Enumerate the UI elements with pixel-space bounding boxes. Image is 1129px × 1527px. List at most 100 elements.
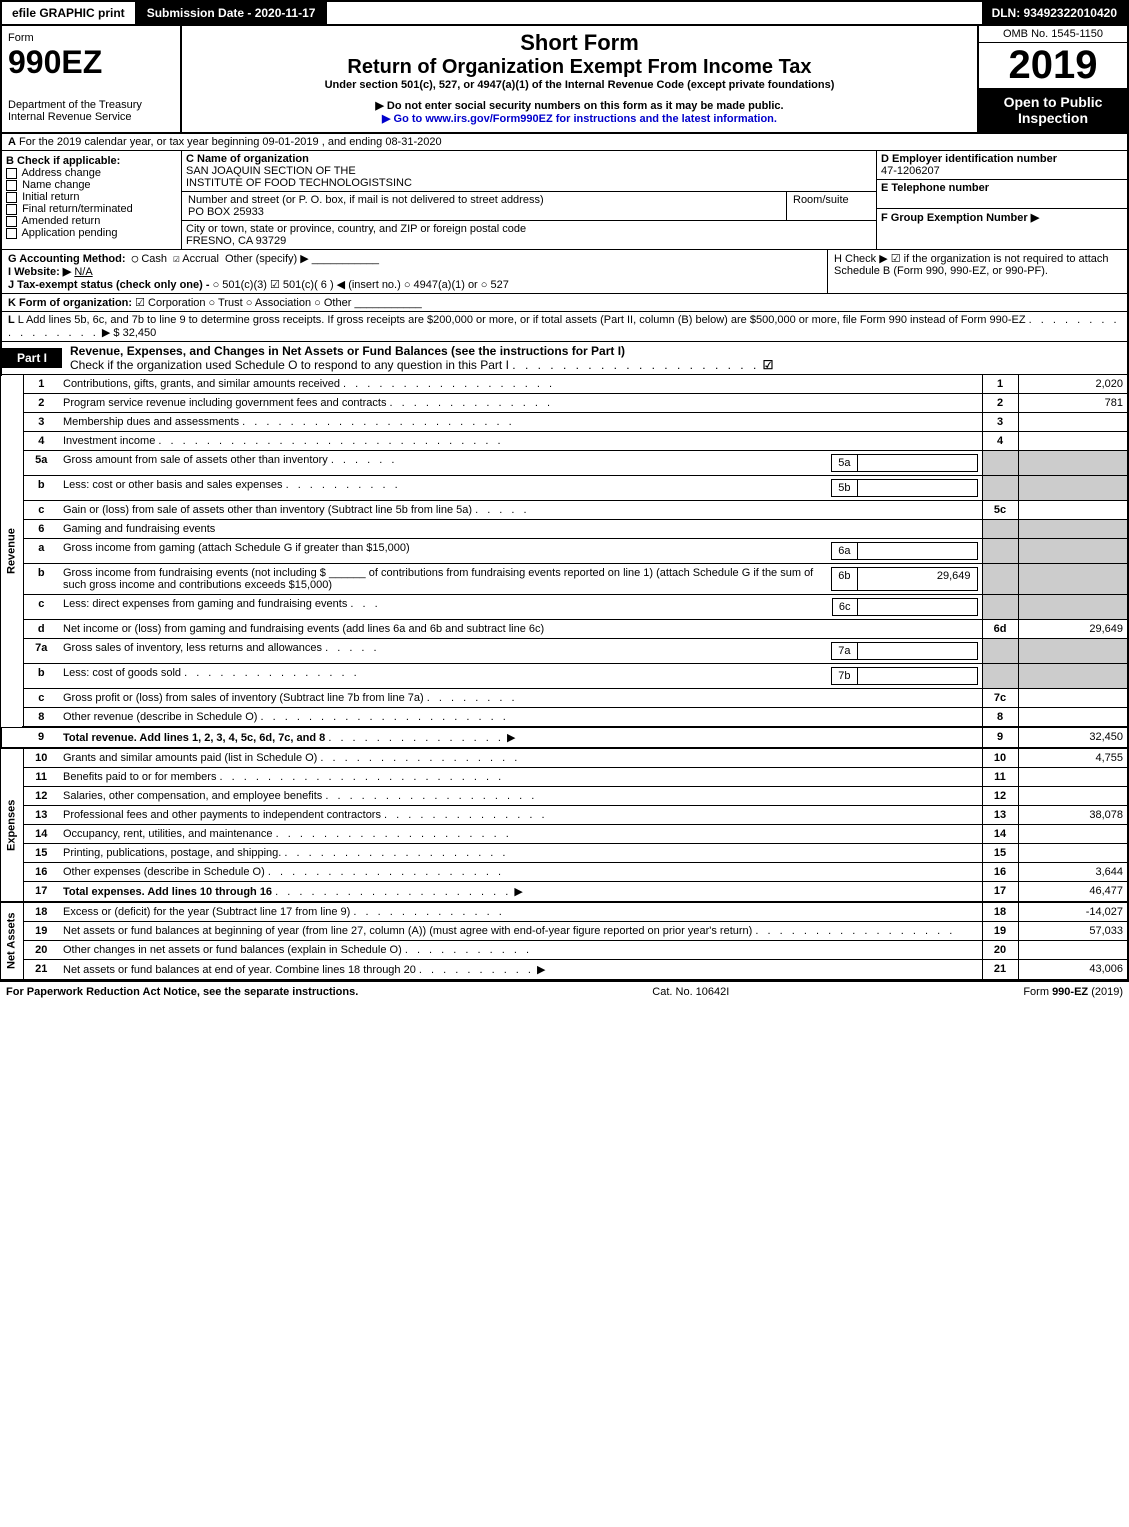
line-17-desc: Total expenses. Add lines 10 through 16 … xyxy=(59,882,982,903)
submission-date: Submission Date - 2020-11-17 xyxy=(137,2,328,24)
cb-address-change[interactable] xyxy=(6,168,17,179)
cb-name-change[interactable] xyxy=(6,180,17,191)
org-address: PO BOX 25933 xyxy=(188,206,264,218)
netassets-side-label: Net Assets xyxy=(1,902,23,980)
line-6a-desc: Gross income from gaming (attach Schedul… xyxy=(63,542,831,560)
line-6c-subamt xyxy=(858,598,978,616)
footer-cat: Cat. No. 10642I xyxy=(652,986,729,998)
b-label: B Check if applicable: xyxy=(6,155,120,167)
ssn-warning: ▶ Do not enter social security numbers o… xyxy=(190,99,969,112)
title-short-form: Short Form xyxy=(190,30,969,56)
section-bcdef: B Check if applicable: Address change Na… xyxy=(0,151,1129,250)
part-i-bar: Part I xyxy=(2,348,62,368)
line-10-amt: 4,755 xyxy=(1018,748,1128,768)
line-5b-desc: Less: cost or other basis and sales expe… xyxy=(63,479,831,497)
line-7b-subamt xyxy=(858,667,978,685)
line-5c-desc: Gain or (loss) from sale of assets other… xyxy=(59,501,982,520)
cb-final-return[interactable] xyxy=(6,204,17,215)
g-cash[interactable]: Cash xyxy=(141,253,167,265)
line-6c-desc: Less: direct expenses from gaming and fu… xyxy=(63,598,832,616)
line-15-amt xyxy=(1018,844,1128,863)
line-8-amt xyxy=(1018,708,1128,728)
org-name-2: INSTITUTE OF FOOD TECHNOLOGISTSINC xyxy=(186,177,412,189)
line-20-amt xyxy=(1018,941,1128,960)
top-bar: efile GRAPHIC print Submission Date - 20… xyxy=(0,0,1129,26)
footer-left: For Paperwork Reduction Act Notice, see … xyxy=(6,986,358,998)
line-16-amt: 3,644 xyxy=(1018,863,1128,882)
c-name-label: C Name of organization xyxy=(186,153,309,165)
part-i-check-text: Check if the organization used Schedule … xyxy=(70,358,509,372)
line-19-amt: 57,033 xyxy=(1018,922,1128,941)
line-19-desc: Net assets or fund balances at beginning… xyxy=(59,922,982,941)
line-16-desc: Other expenses (describe in Schedule O) … xyxy=(59,863,982,882)
page-footer: For Paperwork Reduction Act Notice, see … xyxy=(0,981,1129,1002)
form-header: Form 990EZ Department of the Treasury In… xyxy=(0,26,1129,134)
line-4-amt xyxy=(1018,432,1128,451)
c-addr-label: Number and street (or P. O. box, if mail… xyxy=(188,194,544,206)
k-options[interactable]: ☑ Corporation ○ Trust ○ Association ○ Ot… xyxy=(135,297,351,309)
b-opt-2: Initial return xyxy=(22,191,79,203)
line-8-desc: Other revenue (describe in Schedule O) .… xyxy=(59,708,982,728)
cb-initial-return[interactable] xyxy=(6,192,17,203)
i-label: I Website: ▶ xyxy=(8,266,71,278)
g-accrual[interactable]: Accrual xyxy=(182,253,219,265)
line-3-amt xyxy=(1018,413,1128,432)
open-inspection: Open to Public Inspection xyxy=(979,88,1127,132)
line-1-desc: Contributions, gifts, grants, and simila… xyxy=(59,375,982,394)
line-12-amt xyxy=(1018,787,1128,806)
line-7a-subamt xyxy=(858,642,978,660)
b-opt-0: Address change xyxy=(21,167,101,179)
line-13-desc: Professional fees and other payments to … xyxy=(59,806,982,825)
dept-label: Department of the Treasury xyxy=(8,99,174,111)
line-3-desc: Membership dues and assessments . . . . … xyxy=(59,413,982,432)
line-2-amt: 781 xyxy=(1018,394,1128,413)
line-9-desc: Total revenue. Add lines 1, 2, 3, 4, 5c,… xyxy=(59,727,982,748)
subtitle: Under section 501(c), 527, or 4947(a)(1)… xyxy=(190,79,969,91)
line-11-amt xyxy=(1018,768,1128,787)
line-4-desc: Investment income . . . . . . . . . . . … xyxy=(59,432,982,451)
l-amount: ▶ $ 32,450 xyxy=(102,327,156,339)
ein-value: 47-1206207 xyxy=(881,165,940,177)
part-i-checkbox[interactable]: ☑ xyxy=(763,358,774,372)
d-label: D Employer identification number xyxy=(881,153,1057,165)
j-options[interactable]: ○ 501(c)(3) ☑ 501(c)( 6 ) ◀ (insert no.)… xyxy=(213,279,509,291)
line-15-desc: Printing, publications, postage, and shi… xyxy=(59,844,982,863)
h-note: H Check ▶ ☑ if the organization is not r… xyxy=(827,250,1127,293)
line-13-amt: 38,078 xyxy=(1018,806,1128,825)
line-14-desc: Occupancy, rent, utilities, and maintena… xyxy=(59,825,982,844)
tax-year: 2019 xyxy=(979,43,1127,88)
cb-application-pending[interactable] xyxy=(6,228,17,239)
line-5a-desc: Gross amount from sale of assets other t… xyxy=(63,454,831,472)
c-city-label: City or town, state or province, country… xyxy=(186,223,526,235)
line-21-desc: Net assets or fund balances at end of ye… xyxy=(59,960,982,981)
e-label: E Telephone number xyxy=(881,182,989,194)
line-6b-subamt: 29,649 xyxy=(858,567,978,591)
revenue-side-label: Revenue xyxy=(1,375,23,727)
line-10-desc: Grants and similar amounts paid (list in… xyxy=(59,748,982,768)
line-11-desc: Benefits paid to or for members . . . . … xyxy=(59,768,982,787)
line-5b-subamt xyxy=(858,479,978,497)
line-6d-amt: 29,649 xyxy=(1018,620,1128,639)
goto-link[interactable]: ▶ Go to www.irs.gov/Form990EZ for instru… xyxy=(190,112,969,125)
efile-button[interactable]: efile GRAPHIC print xyxy=(2,2,137,24)
title-return: Return of Organization Exempt From Incom… xyxy=(190,56,969,79)
line-14-amt xyxy=(1018,825,1128,844)
line-5a-subamt xyxy=(858,454,978,472)
room-suite: Room/suite xyxy=(786,192,876,220)
line-7c-amt xyxy=(1018,689,1128,708)
g-other[interactable]: Other (specify) ▶ xyxy=(225,253,309,265)
part-i-header: Part I Revenue, Expenses, and Changes in… xyxy=(0,342,1129,375)
line-12-desc: Salaries, other compensation, and employ… xyxy=(59,787,982,806)
form-label: Form xyxy=(8,32,174,44)
line-6b-desc: Gross income from fundraising events (no… xyxy=(63,567,831,591)
f-label: F Group Exemption Number ▶ xyxy=(881,212,1039,224)
line-9-amt: 32,450 xyxy=(1018,727,1128,748)
cb-amended-return[interactable] xyxy=(6,216,17,227)
line-7a-desc: Gross sales of inventory, less returns a… xyxy=(63,642,831,660)
part-i-title: Revenue, Expenses, and Changes in Net As… xyxy=(70,344,625,358)
line-l: L L Add lines 5b, 6c, and 7b to line 9 t… xyxy=(0,312,1129,342)
b-opt-1: Name change xyxy=(22,179,91,191)
line-6d-desc: Net income or (loss) from gaming and fun… xyxy=(59,620,982,639)
dln-value: DLN: 93492322010420 xyxy=(982,2,1127,24)
line-6-desc: Gaming and fundraising events xyxy=(59,520,982,539)
